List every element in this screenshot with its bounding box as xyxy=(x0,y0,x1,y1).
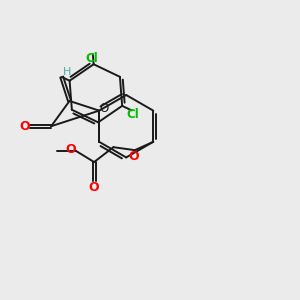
Text: Cl: Cl xyxy=(85,52,98,65)
Text: O: O xyxy=(128,150,139,163)
Text: O: O xyxy=(19,120,30,133)
Text: O: O xyxy=(65,143,76,156)
Text: Cl: Cl xyxy=(127,108,140,121)
Text: O: O xyxy=(100,102,109,115)
Text: O: O xyxy=(89,181,99,194)
Text: H: H xyxy=(63,67,71,77)
